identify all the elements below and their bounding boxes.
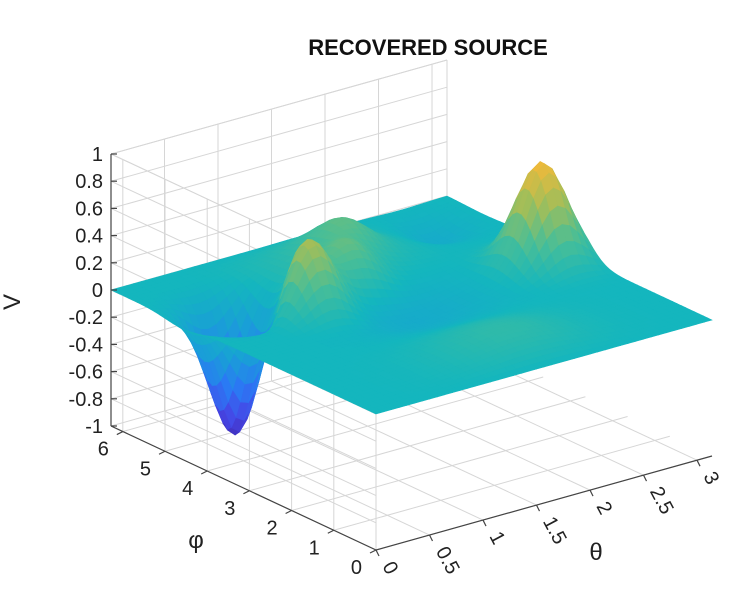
- z-tick-label: 0.2: [75, 253, 103, 275]
- x-tick-label: 2: [592, 498, 617, 518]
- gridline: [164, 410, 430, 536]
- x-tick-mark: [589, 489, 594, 497]
- z-tick-label: -1: [85, 416, 103, 438]
- x-tick-label: 0.5: [431, 543, 463, 578]
- x-tick-labels: 0 0.5 1 1.5 2 2.5 3: [375, 459, 724, 578]
- gridline: [207, 376, 544, 472]
- z-axis-label: V: [0, 294, 26, 310]
- gridline: [110, 168, 448, 264]
- y-tick-mark: [327, 529, 335, 534]
- z-tick-label: 0.4: [75, 226, 103, 248]
- gridline: [217, 395, 484, 521]
- z-tick-label: 0.8: [75, 171, 103, 193]
- y-tick-mark: [243, 490, 250, 495]
- y-tick-label: 5: [140, 458, 151, 480]
- x-tick-mark: [482, 519, 487, 527]
- x-axis-line: [375, 455, 713, 551]
- x-tick-mark: [535, 504, 541, 512]
- x-tick-mark: [375, 549, 380, 557]
- y-tick-mark: [200, 470, 208, 475]
- y-tick-label: 2: [266, 518, 277, 540]
- gridline: [110, 371, 377, 497]
- y-tick-mark: [285, 509, 292, 515]
- y-axis-label: φ: [188, 527, 204, 554]
- z-tick-label: -0.4: [69, 334, 103, 356]
- gridline: [291, 416, 628, 511]
- x-axis-label: θ: [589, 539, 602, 566]
- z-tick-label: -0.6: [69, 362, 103, 384]
- z-tick-label: -0.8: [69, 389, 103, 411]
- x-tick-label: 3: [699, 468, 724, 488]
- z-tick-label: 0: [92, 280, 103, 302]
- y-tick-labels: 0 1 2 3 4 5 6: [98, 430, 377, 579]
- y-tick-label: 3: [224, 498, 235, 520]
- z-tick-labels: -1 -0.8 -0.6 -0.4 -0.2 0 0.2 0.4 0.6 0.8 1: [69, 144, 117, 438]
- y-tick-label: 4: [182, 478, 193, 500]
- z-tick-label: 1: [92, 144, 103, 166]
- x-tick-mark: [428, 534, 434, 542]
- gridline: [271, 380, 537, 506]
- z-tick-label: -0.2: [69, 307, 103, 329]
- x-tick-label: 1.5: [538, 513, 570, 548]
- z-tick-label: 0.6: [75, 198, 103, 220]
- y-tick-mark: [116, 430, 124, 436]
- surface-plot: [110, 161, 713, 436]
- y-tick-mark: [158, 450, 166, 455]
- x-tick-label: 0: [378, 558, 403, 578]
- x-tick-mark: [696, 459, 701, 467]
- y-tick-label: 6: [98, 439, 109, 461]
- box-edge: [110, 59, 448, 155]
- gridline: [110, 113, 448, 209]
- x-tick-mark: [642, 474, 648, 482]
- y-axis-line: [110, 425, 377, 551]
- gridline: [333, 435, 670, 531]
- surface-patch: [699, 317, 713, 323]
- chart-title: RECOVERED SOURCE: [308, 35, 548, 60]
- gridline: [110, 86, 448, 182]
- y-tick-mark: [369, 549, 377, 554]
- gridline: [110, 141, 448, 237]
- y-tick-label: 1: [309, 537, 320, 559]
- x-tick-label: 2.5: [645, 483, 677, 518]
- gridline: [249, 396, 586, 492]
- y-tick-label: 0: [351, 557, 362, 579]
- x-tick-label: 1: [485, 528, 510, 548]
